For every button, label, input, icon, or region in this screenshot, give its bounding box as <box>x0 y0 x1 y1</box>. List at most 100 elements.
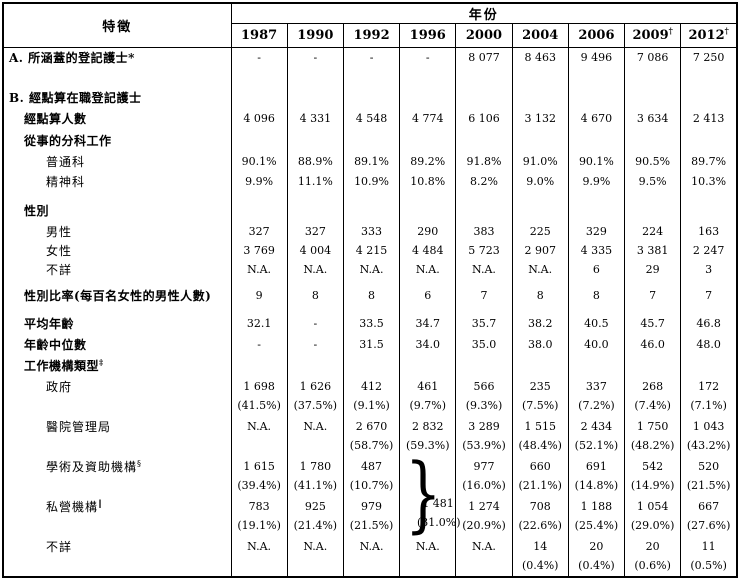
value-cell: 383 <box>455 221 513 241</box>
value-cell <box>455 199 513 222</box>
value-cell: 33.5 <box>342 312 400 334</box>
year-column-header: 2009† <box>624 23 681 48</box>
value-cell: 1 054 (29.0%) <box>624 496 681 537</box>
value-cell: 977 (16.0%) <box>455 456 513 497</box>
value-cell: 8 463 <box>511 47 569 68</box>
year-column-header: 1987 <box>230 23 288 48</box>
value-cell: 1 698 (41.5%) <box>230 376 288 417</box>
value-cell: 691 (14.8%) <box>567 456 625 497</box>
value-cell: 4 004 <box>286 240 344 260</box>
year-group-header: 年份 <box>230 3 737 24</box>
value-cell <box>286 278 344 285</box>
value-cell: 1 274 (20.9%) <box>455 496 513 537</box>
value-cell: - <box>230 47 288 68</box>
value-cell <box>680 191 737 200</box>
merged-cell-1996: } 1 481 (31.0%) <box>404 454 461 536</box>
value-cell <box>399 199 456 222</box>
value-cell: N.A. <box>399 259 456 279</box>
value-cell: N.A. <box>399 536 456 577</box>
value-cell: 2 832 (59.3%) <box>399 416 456 457</box>
row-label <box>3 68 231 88</box>
table-row: 工作機構類型‡ <box>3 354 737 377</box>
value-cell: 3 769 <box>230 240 288 260</box>
value-cell: 1 043 (43.2%) <box>680 416 737 457</box>
value-cell <box>624 129 681 152</box>
value-cell <box>286 199 344 222</box>
table-row: 精神科 9.9% 11.1% 10.9% 10.8% 8.2% 9.0% 9.9% 9.5% 10… <box>3 171 737 192</box>
value-cell: 89.1% <box>342 151 400 172</box>
value-cell <box>342 191 400 200</box>
value-cell: - <box>230 333 288 355</box>
value-cell: 2 247 <box>680 240 737 260</box>
value-cell: 172 (7.1%) <box>680 376 737 417</box>
row-label: 精神科 <box>46 175 86 189</box>
value-cell: N.A. <box>342 259 400 279</box>
value-cell <box>342 87 400 108</box>
value-cell <box>286 191 344 200</box>
value-cell: 327 <box>286 221 344 241</box>
value-cell: 329 <box>567 221 625 241</box>
value-cell: N.A. <box>286 536 344 577</box>
merged-cell-count: 1 481 <box>422 497 454 510</box>
value-cell <box>230 87 288 108</box>
value-cell <box>342 306 400 313</box>
value-cell <box>399 191 456 200</box>
value-cell <box>567 129 625 152</box>
row-label: 性別比率(每百名女性的男性人數) <box>24 289 212 303</box>
value-cell: 6 106 <box>455 107 513 130</box>
value-cell: N.A. <box>230 536 288 577</box>
value-cell <box>342 278 400 285</box>
value-cell: 337 (7.2%) <box>567 376 625 417</box>
value-cell: 3 634 <box>624 107 681 130</box>
value-cell: 29 <box>624 259 681 279</box>
value-cell: 333 <box>342 221 400 241</box>
value-cell: 487 (10.7%) <box>342 456 400 497</box>
value-cell <box>230 354 288 377</box>
value-cell <box>286 67 344 88</box>
value-cell: 48.0 <box>680 333 737 355</box>
value-cell: 8 077 <box>455 47 513 68</box>
value-cell: 327 <box>230 221 288 241</box>
value-cell: 7 <box>455 284 513 307</box>
value-cell: 34.7 <box>399 312 456 334</box>
merged-cell-percent: (31.0%) <box>417 516 461 529</box>
value-cell: 88.9% <box>286 151 344 172</box>
value-cell: 2 670 (58.7%) <box>342 416 400 457</box>
value-cell: 10.8% <box>399 171 456 192</box>
value-cell <box>230 67 288 88</box>
value-cell <box>399 456 456 497</box>
value-cell: 91.0% <box>511 151 569 172</box>
row-label: 政府 <box>46 379 73 394</box>
row-label: 不詳 <box>46 539 73 554</box>
value-cell: 45.7 <box>624 312 681 334</box>
value-cell: - <box>399 47 456 68</box>
value-cell: 35.0 <box>455 333 513 355</box>
value-cell: 3 289 (53.9%) <box>455 416 513 457</box>
table-row: A. 所涵蓋的登記護士* - - - -8 077 8 463 9 496 7 086 7 25… <box>3 47 737 68</box>
value-cell <box>624 191 681 200</box>
row-label: 男性 <box>46 224 73 239</box>
value-cell: 4 774 <box>399 107 456 130</box>
table-row: 性別比率(每百名女性的男性人數) 9 8 8 6 7 8 8 7 7 <box>3 284 737 307</box>
row-label: 普通科 <box>46 155 86 169</box>
year-column-header: 2006 <box>567 23 625 48</box>
value-cell <box>680 278 737 285</box>
value-cell <box>399 496 456 537</box>
value-cell: 8 <box>567 284 625 307</box>
value-cell: 520 (21.5%) <box>680 456 737 497</box>
value-cell: N.A. <box>342 536 400 577</box>
value-cell <box>342 354 400 377</box>
value-cell: 11 (0.5%) <box>680 536 737 577</box>
value-cell: 38.0 <box>511 333 569 355</box>
value-cell: 9 496 <box>567 47 625 68</box>
value-cell <box>455 306 513 313</box>
value-cell <box>399 129 456 152</box>
value-cell <box>399 354 456 377</box>
value-cell: 4 331 <box>286 107 344 130</box>
value-cell: 3 381 <box>624 240 681 260</box>
value-cell: 8 <box>511 284 569 307</box>
value-cell <box>455 87 513 108</box>
value-cell <box>567 199 625 222</box>
value-cell <box>399 67 456 88</box>
